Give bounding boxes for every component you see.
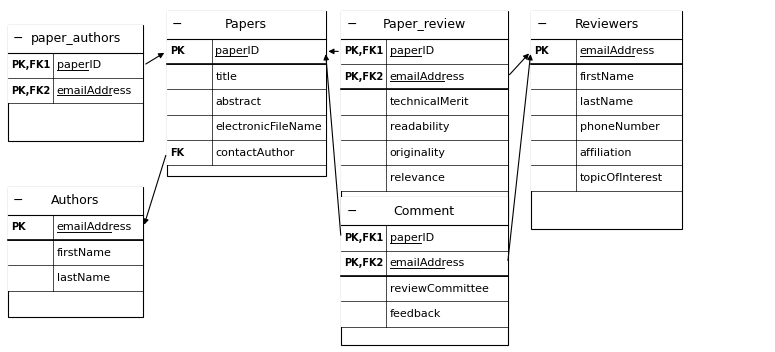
- Bar: [341, 115, 508, 140]
- Text: emailAddress: emailAddress: [390, 72, 465, 82]
- Bar: [8, 53, 143, 78]
- Text: Reviewers: Reviewers: [574, 18, 639, 31]
- Bar: [8, 78, 143, 103]
- Bar: [167, 64, 326, 89]
- Text: paperID: paperID: [390, 46, 434, 56]
- Text: Papers: Papers: [225, 18, 267, 31]
- Text: emailAddress: emailAddress: [57, 222, 132, 232]
- Bar: [8, 187, 143, 215]
- Bar: [341, 197, 508, 225]
- Bar: [341, 11, 508, 218]
- Text: abstract: abstract: [215, 97, 261, 107]
- Text: phoneNumber: phoneNumber: [580, 122, 660, 132]
- Text: contactAuthor: contactAuthor: [215, 148, 294, 158]
- Text: affiliation: affiliation: [580, 148, 632, 158]
- Bar: [531, 39, 682, 64]
- Text: −: −: [13, 194, 24, 207]
- Text: PK,FK2: PK,FK2: [11, 86, 50, 96]
- Text: PK: PK: [534, 46, 549, 56]
- Text: PK,FK2: PK,FK2: [344, 258, 384, 268]
- Bar: [167, 89, 326, 115]
- Text: Authors: Authors: [51, 194, 100, 207]
- Bar: [341, 89, 508, 115]
- Text: Comment: Comment: [394, 205, 455, 218]
- Text: feedback: feedback: [390, 309, 441, 319]
- Text: PK,FK1: PK,FK1: [344, 46, 384, 56]
- Bar: [341, 197, 508, 345]
- Text: PK,FK1: PK,FK1: [344, 233, 384, 243]
- Bar: [341, 64, 508, 89]
- Text: electronicFileName: electronicFileName: [215, 122, 322, 132]
- Text: paperID: paperID: [390, 233, 434, 243]
- Text: −: −: [13, 32, 24, 45]
- Text: technicalMerit: technicalMerit: [390, 97, 470, 107]
- Bar: [531, 89, 682, 115]
- Text: FK: FK: [170, 148, 184, 158]
- Text: originality: originality: [390, 148, 446, 158]
- Bar: [341, 251, 508, 276]
- Bar: [8, 187, 143, 317]
- Text: PK,FK2: PK,FK2: [344, 72, 384, 82]
- Text: PK,FK1: PK,FK1: [11, 61, 50, 70]
- Text: lastName: lastName: [580, 97, 633, 107]
- Text: topicOfInterest: topicOfInterest: [580, 173, 663, 183]
- Bar: [341, 11, 508, 39]
- Bar: [167, 115, 326, 140]
- Bar: [531, 115, 682, 140]
- Bar: [8, 215, 143, 240]
- Text: −: −: [346, 18, 357, 31]
- Text: emailAddress: emailAddress: [580, 46, 655, 56]
- Text: readability: readability: [390, 122, 449, 132]
- Text: −: −: [536, 18, 547, 31]
- Text: −: −: [346, 205, 357, 218]
- Text: relevance: relevance: [390, 173, 445, 183]
- Text: reviewCommittee: reviewCommittee: [390, 284, 489, 294]
- Bar: [8, 265, 143, 291]
- Text: paperID: paperID: [215, 46, 260, 56]
- Bar: [531, 11, 682, 39]
- Text: paperID: paperID: [57, 61, 101, 70]
- Bar: [8, 25, 143, 141]
- Bar: [341, 39, 508, 64]
- Bar: [167, 11, 326, 176]
- Bar: [167, 11, 326, 39]
- Bar: [341, 165, 508, 191]
- Text: firstName: firstName: [580, 72, 635, 82]
- Text: Paper_review: Paper_review: [383, 18, 466, 31]
- Bar: [341, 276, 508, 301]
- Bar: [8, 240, 143, 265]
- Bar: [531, 140, 682, 165]
- Text: emailAddress: emailAddress: [57, 86, 132, 96]
- Bar: [531, 11, 682, 229]
- Bar: [167, 140, 326, 165]
- Text: −: −: [172, 18, 183, 31]
- Text: title: title: [215, 72, 237, 82]
- Text: PK: PK: [11, 222, 26, 232]
- Bar: [531, 64, 682, 89]
- Bar: [8, 25, 143, 53]
- Bar: [167, 39, 326, 64]
- Text: lastName: lastName: [57, 273, 110, 283]
- Bar: [531, 165, 682, 191]
- Text: paper_authors: paper_authors: [30, 32, 121, 45]
- Bar: [341, 140, 508, 165]
- Text: firstName: firstName: [57, 248, 112, 258]
- Text: emailAddress: emailAddress: [390, 258, 465, 268]
- Bar: [341, 301, 508, 327]
- Bar: [341, 225, 508, 251]
- Text: PK: PK: [170, 46, 184, 56]
